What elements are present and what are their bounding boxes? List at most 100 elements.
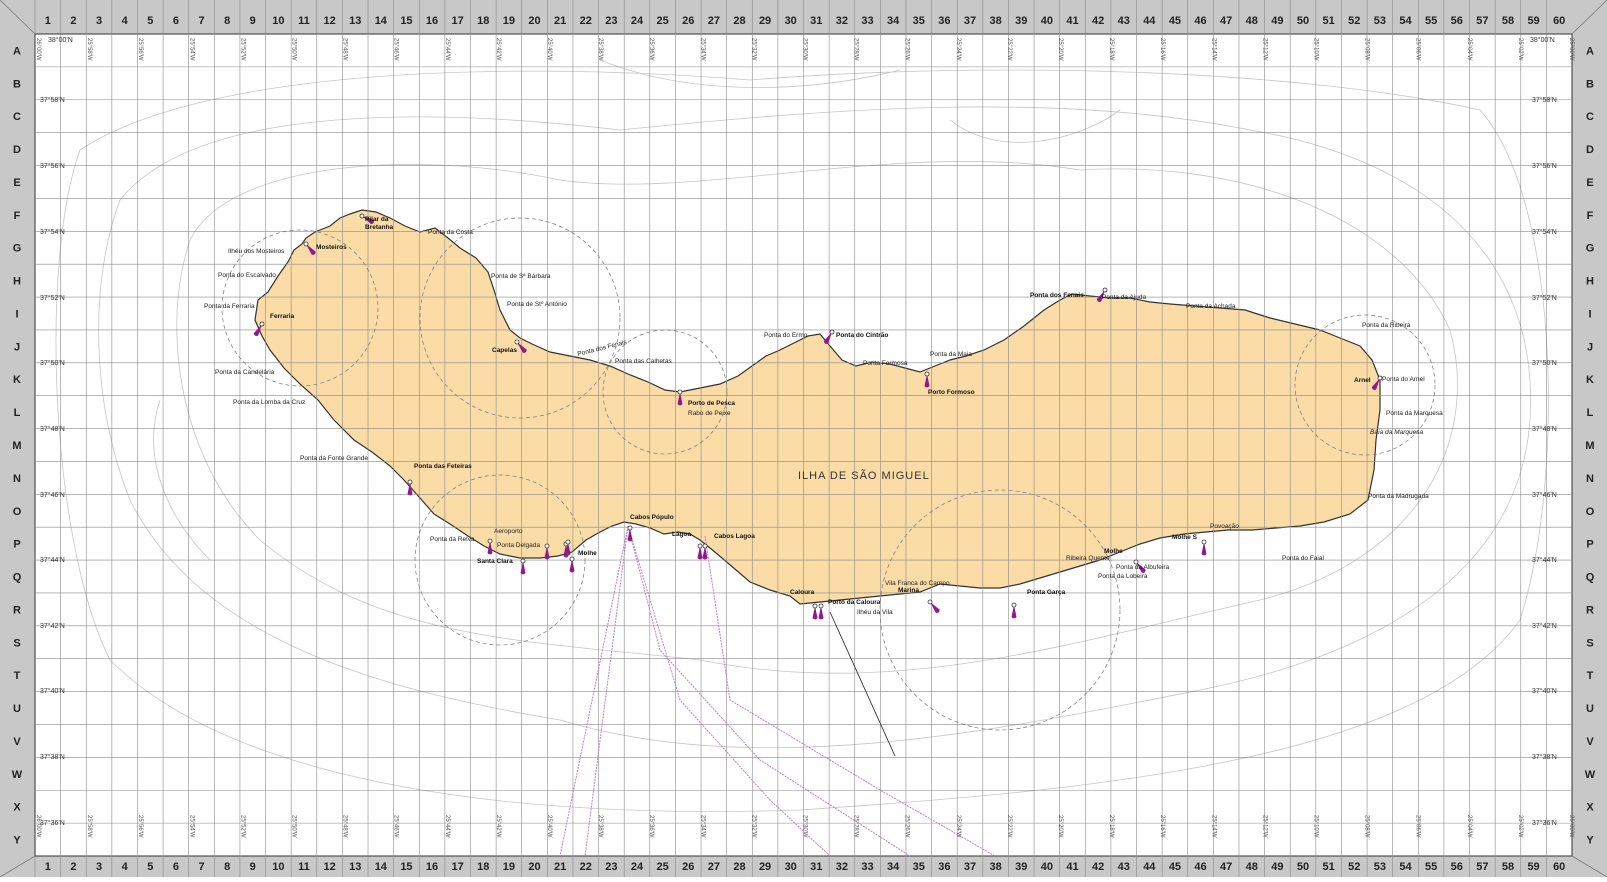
longitude-label: 25°00'W (1568, 815, 1574, 838)
right-frame (1572, 34, 1607, 856)
label-ilheu-da-vila: Ilhéu da Vila (857, 609, 893, 616)
left-frame (0, 34, 35, 856)
light-marker (1096, 287, 1108, 302)
light-markers (253, 213, 1383, 620)
latitude-label: 38°00'N (48, 36, 73, 44)
longitude-label: 25°06'W (1415, 38, 1421, 61)
row-header: K (1586, 374, 1594, 386)
row-header: H (13, 276, 21, 288)
longitude-label: 25°12'W (1261, 815, 1267, 838)
column-header: 44 (1143, 15, 1156, 27)
column-header: 54 (1399, 15, 1412, 27)
row-header: J (14, 341, 20, 353)
column-header: 24 (631, 861, 644, 873)
column-header: 52 (1348, 15, 1360, 27)
column-header: 4 (122, 861, 129, 873)
latitude-label: 37°42'N (1532, 622, 1557, 630)
longitude-label: 25°16'W (1159, 815, 1165, 838)
row-header: G (1586, 243, 1595, 255)
longitude-label: 25°02'W (1517, 38, 1523, 61)
column-header: 43 (1118, 15, 1130, 27)
light-sector-circles (221, 217, 1436, 731)
row-header: A (13, 45, 21, 57)
column-header: 32 (836, 861, 848, 873)
latitude-label: 37°50'N (1532, 359, 1557, 367)
row-header: N (13, 473, 21, 485)
column-header: 29 (759, 861, 771, 873)
label-ponta-de-santa-barbara: Ponta de Sª Bárbara (491, 273, 551, 280)
label-ponta-da-relva: Ponta da Relva (430, 536, 475, 543)
latitude-label: 37°54'N (1532, 228, 1557, 236)
row-header: E (13, 177, 20, 189)
longitude-label: 25°24'W (955, 815, 961, 838)
latitude-label: 37°42'N (40, 622, 65, 630)
longitude-label: 25°28'W (853, 38, 859, 61)
label-ponta-do-ermo: Ponta do Ermo (764, 332, 808, 339)
row-header: C (1586, 111, 1594, 123)
label-ponta-do-faial: Ponta do Faial (1282, 555, 1324, 562)
row-header: X (13, 802, 21, 814)
longitude-label: 25°44'W (444, 38, 450, 61)
column-header: 33 (861, 861, 873, 873)
column-header: 17 (452, 15, 464, 27)
longitude-label: 25°48'W (342, 38, 348, 61)
row-header: L (1587, 407, 1594, 419)
column-header: 60 (1553, 15, 1565, 27)
light-marker (927, 599, 940, 613)
column-header: 30 (785, 15, 797, 27)
column-header: 38 (990, 861, 1002, 873)
column-headers-top: 1 2 3 4 5 6 7 8 9 10 11 12 13 14 15 16 17 18 19 20 21 22 23 24 2… (0, 0, 1607, 35)
column-header: 47 (1220, 15, 1232, 27)
longitude-label: 25°52'W (239, 815, 245, 838)
column-header: 43 (1118, 861, 1130, 873)
column-header: 59 (1527, 861, 1539, 873)
label-arnel: Arnel (1354, 377, 1371, 384)
longitude-label: 25°56'W (137, 38, 143, 61)
longitude-label: 25°04'W (1466, 815, 1472, 838)
row-header: P (1586, 539, 1593, 551)
row-header: M (1585, 440, 1594, 452)
column-header: 25 (656, 861, 668, 873)
column-header: 40 (1041, 15, 1053, 27)
light-marker (303, 241, 316, 255)
longitude-label: 25°28'W (853, 815, 859, 838)
longitude-label: 25°56'W (137, 815, 143, 838)
light-marker (697, 543, 703, 560)
column-header: 26 (682, 861, 694, 873)
label-ponta-das-feteiras: Ponta das Feteiras (414, 463, 472, 470)
light-marker (627, 525, 633, 542)
longitude-label: 25°26'W (904, 815, 910, 838)
longitude-label: 25°18'W (1108, 815, 1114, 838)
column-header: 25 (656, 15, 668, 27)
row-header: R (13, 604, 21, 616)
label-mosteiros: Mosteiros (316, 244, 347, 251)
row-header: Y (1586, 835, 1594, 847)
column-header: 57 (1476, 861, 1488, 873)
column-header: 22 (580, 861, 592, 873)
longitude-label: 25°30'W (802, 38, 808, 61)
label-porto-formoso: Porto Formoso (928, 389, 975, 396)
latitude-label: 37°50'N (40, 359, 65, 367)
column-header: 11 (298, 15, 310, 27)
longitude-label: 25°32'W (750, 815, 756, 838)
label-santa-clara: Santa Clara (477, 558, 513, 565)
label-povoacao: Povoação (1210, 523, 1239, 530)
row-header: T (1587, 670, 1594, 682)
ferry-line (829, 611, 896, 757)
longitude-label: 25°50'W (291, 38, 297, 61)
longitude-label: 25°32'W (750, 38, 756, 61)
column-header: 14 (375, 15, 388, 27)
column-header: 6 (173, 861, 179, 873)
label-ponta-da-ajuda: Ponta da Ajuda (1102, 294, 1146, 301)
latitude-label: 37°38'N (40, 753, 65, 761)
grid-lines (35, 34, 1572, 856)
row-header: S (1586, 637, 1593, 649)
label-ponta-da-ferraria: Ponta da Ferraria (204, 303, 255, 310)
longitude-label: 25°58'W (86, 38, 92, 61)
column-header: 23 (605, 861, 617, 873)
label-marina: Marina (898, 587, 919, 594)
label-ponta-da-lobeira: Ponta da Lobeira (1098, 573, 1148, 580)
longitude-label: 25°38'W (597, 38, 603, 61)
label-capelas: Capelas (492, 347, 517, 354)
label-ponta-da-albufeira: Ponta da Albufeira (1116, 564, 1170, 571)
